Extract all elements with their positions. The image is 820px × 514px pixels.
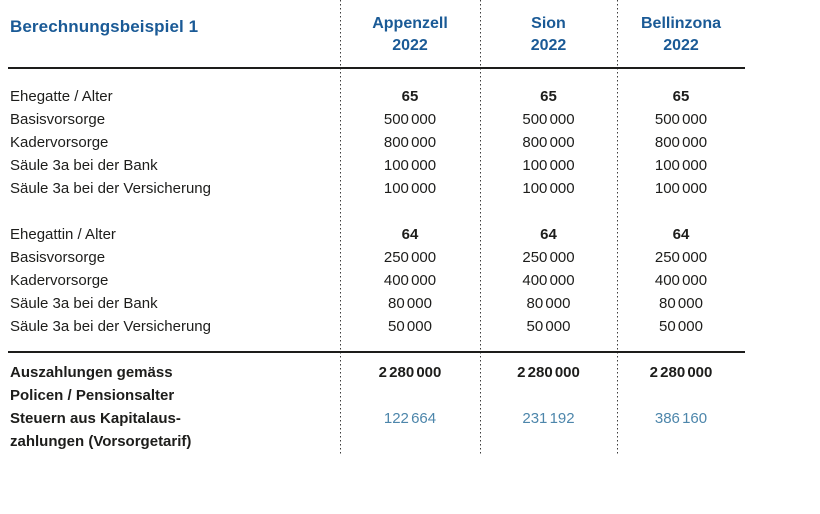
cell-value: 80 000 (659, 295, 703, 312)
row-label: Basisvorsorge (10, 249, 106, 266)
cell-value: 100 000 (522, 157, 575, 174)
row-label: Säule 3a bei der Bank (10, 157, 158, 174)
cell-value: 800 000 (654, 134, 708, 151)
summary-label-line: Steuern aus Kapitalaus- (10, 410, 181, 427)
table-row: Ehegatte / Alter 65 65 65 (8, 85, 745, 108)
row-label: Säule 3a bei der Versicherung (10, 180, 211, 197)
cell-value: 800 000 (522, 134, 575, 151)
row-label: Säule 3a bei der Bank (10, 295, 158, 312)
table-row: Basisvorsorge 500 000 500 000 500 000 (8, 108, 745, 131)
cell-value: 65 (672, 88, 690, 105)
column-header-sion: Sion 2022 (480, 13, 617, 57)
cell-value: 50 000 (388, 318, 432, 335)
row-label: Kadervorsorge (10, 272, 109, 289)
cell-value: 50 000 (526, 318, 571, 335)
summary-value: 386 160 (654, 410, 708, 427)
cell-value: 80 000 (526, 295, 571, 312)
cell-value: 500 000 (383, 111, 437, 128)
cell-value: 500 000 (522, 111, 575, 128)
cell-value: 250 000 (654, 249, 708, 266)
column-year: 2022 (392, 37, 428, 54)
cell-value: 800 000 (383, 134, 437, 151)
row-label: Säule 3a bei der Versicherung (10, 318, 211, 335)
summary-value: 2 280 000 (378, 364, 442, 381)
summary-rule (8, 351, 745, 353)
row-label: Kadervorsorge (10, 134, 109, 151)
table-row: Säule 3a bei der Versicherung 50 000 50 00… (8, 315, 745, 338)
cell-value: 50 000 (659, 318, 703, 335)
summary-label-line: Policen / Pensionsalter (10, 387, 175, 404)
row-label: Ehegattin / Alter (10, 226, 116, 243)
cell-value: 64 (540, 226, 557, 243)
summary-value: 2 280 000 (649, 364, 713, 381)
cell-value: 65 (401, 88, 419, 105)
cell-value: 100 000 (654, 157, 708, 174)
cell-value: 400 000 (522, 272, 575, 289)
summary-section: Auszahlungen gemäss Policen / Pensionsalt… (8, 361, 745, 453)
table-row: Ehegattin / Alter 64 64 64 (8, 223, 745, 246)
cell-value: 80 000 (388, 295, 432, 312)
header-rule (8, 67, 745, 69)
summary-value: 2 280 000 (517, 364, 580, 381)
column-name: Bellinzona (640, 15, 721, 32)
cell-value: 100 000 (522, 180, 575, 197)
cell-value: 400 000 (383, 272, 437, 289)
cell-value: 500 000 (654, 111, 708, 128)
husband-section: Ehegatte / Alter 65 65 65 Basisvorsorge 500 0… (8, 85, 745, 200)
cell-value: 250 000 (522, 249, 575, 266)
wife-section: Ehegattin / Alter 64 64 64 Basisvorsorge 250 … (8, 223, 745, 338)
row-label: Basisvorsorge (10, 111, 106, 128)
summary-value: 122 664 (383, 410, 437, 427)
table-row: Kadervorsorge 400 000 400 000 400 000 (8, 269, 745, 292)
table-row: Säule 3a bei der Bank 80 000 80 000 80 000 (8, 292, 745, 315)
table-header: Berechnungsbeispiel 1 Appenzell 2022 Sio… (8, 13, 745, 57)
table-row: Basisvorsorge 250 000 250 000 250 000 (8, 246, 745, 269)
summary-label: Auszahlungen gemäss Policen / Pensionsalt… (8, 361, 340, 407)
column-year: 2022 (663, 37, 699, 54)
cell-value: 64 (401, 226, 419, 243)
cell-value: 100 000 (383, 157, 437, 174)
table-row: Säule 3a bei der Versicherung 100 000 100 … (8, 177, 745, 200)
column-name: Sion (531, 15, 566, 32)
column-header-appenzell: Appenzell 2022 (340, 13, 480, 57)
summary-label: Steuern aus Kapitalaus-zahlungen (Vorsor… (8, 407, 340, 453)
table-row: Säule 3a bei der Bank 100 000 100 000 100 0… (8, 154, 745, 177)
cell-value: 250 000 (383, 249, 437, 266)
column-separator-1 (340, 0, 341, 456)
column-name: Appenzell (372, 15, 448, 32)
cell-value: 100 000 (383, 180, 437, 197)
summary-row: Auszahlungen gemäss Policen / Pensionsalt… (8, 361, 745, 407)
column-separator-2 (480, 0, 481, 456)
table-title: Berechnungsbeispiel 1 (10, 17, 199, 36)
column-year: 2022 (530, 37, 567, 54)
cell-value: 100 000 (654, 180, 708, 197)
column-header-bellinzona: Bellinzona 2022 (617, 13, 745, 57)
cell-value: 64 (672, 226, 690, 243)
cell-value: 65 (540, 88, 557, 105)
column-separator-3 (617, 0, 618, 456)
table-row: Kadervorsorge 800 000 800 000 800 000 (8, 131, 745, 154)
row-label: Ehegatte / Alter (10, 88, 113, 105)
summary-label-line: zahlungen (Vorsorgetarif) (10, 433, 192, 450)
summary-row: Steuern aus Kapitalaus-zahlungen (Vorsor… (8, 407, 745, 453)
summary-value: 231 192 (522, 410, 575, 427)
cell-value: 400 000 (654, 272, 708, 289)
summary-label-line: Auszahlungen gemäss (10, 364, 173, 381)
